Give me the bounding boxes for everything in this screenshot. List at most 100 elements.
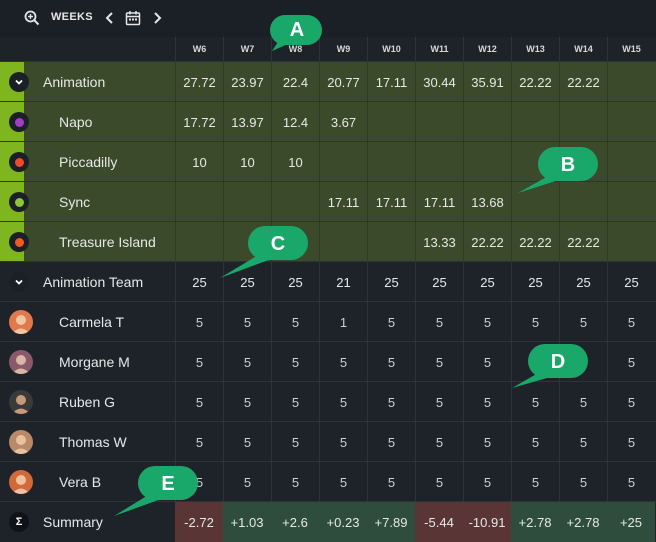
cell-w10[interactable]: 5: [367, 342, 415, 382]
cell-w6[interactable]: 5: [175, 382, 223, 422]
cell-w10[interactable]: +7.89: [367, 502, 415, 542]
cell-w8[interactable]: 5: [271, 382, 319, 422]
cell-w6[interactable]: 17.72: [175, 102, 223, 142]
cell-w7[interactable]: 5: [223, 302, 271, 342]
cell-w8[interactable]: [271, 182, 319, 222]
cell-w12[interactable]: 5: [463, 382, 511, 422]
cell-w14[interactable]: [559, 102, 607, 142]
cell-w8[interactable]: 5: [271, 342, 319, 382]
cell-w13[interactable]: 25: [511, 262, 559, 302]
cell-w6[interactable]: 5: [175, 422, 223, 462]
cell-w12[interactable]: 22.22: [463, 222, 511, 262]
cell-w15[interactable]: 5: [607, 462, 655, 502]
cell-w13[interactable]: 22.22: [511, 62, 559, 102]
cell-w9[interactable]: 5: [319, 382, 367, 422]
cell-w7[interactable]: 10: [223, 142, 271, 182]
cell-w11[interactable]: [415, 102, 463, 142]
cell-w7[interactable]: 23.97: [223, 62, 271, 102]
cell-w9[interactable]: 20.77: [319, 62, 367, 102]
cell-w9[interactable]: [319, 142, 367, 182]
cell-w12[interactable]: [463, 102, 511, 142]
cell-w11[interactable]: 5: [415, 382, 463, 422]
cell-w11[interactable]: 25: [415, 262, 463, 302]
cell-w9[interactable]: 5: [319, 462, 367, 502]
cell-w13[interactable]: 5: [511, 462, 559, 502]
cell-w8[interactable]: 10: [271, 142, 319, 182]
calendar-icon[interactable]: [125, 10, 141, 26]
chevron-left-icon[interactable]: [104, 10, 116, 26]
cell-w12[interactable]: [463, 142, 511, 182]
cell-w9[interactable]: 21: [319, 262, 367, 302]
cell-w6[interactable]: [175, 222, 223, 262]
cell-w10[interactable]: [367, 102, 415, 142]
cell-w6[interactable]: [175, 182, 223, 222]
cell-w14[interactable]: 5: [559, 422, 607, 462]
cell-w7[interactable]: [223, 182, 271, 222]
chevron-right-icon[interactable]: [151, 10, 163, 26]
cell-w10[interactable]: [367, 142, 415, 182]
cell-w13[interactable]: 5: [511, 382, 559, 422]
cell-w15[interactable]: 5: [607, 422, 655, 462]
cell-w6[interactable]: 25: [175, 262, 223, 302]
cell-w10[interactable]: 17.11: [367, 62, 415, 102]
cell-w14[interactable]: 5: [559, 462, 607, 502]
cell-w7[interactable]: 25: [223, 262, 271, 302]
cell-w9[interactable]: 5: [319, 422, 367, 462]
cell-w15[interactable]: [607, 182, 655, 222]
cell-w11[interactable]: 5: [415, 302, 463, 342]
cell-w11[interactable]: 5: [415, 422, 463, 462]
cell-w8[interactable]: +2.6: [271, 502, 319, 542]
cell-w11[interactable]: 30.44: [415, 62, 463, 102]
cell-w12[interactable]: 5: [463, 342, 511, 382]
cell-w9[interactable]: 1: [319, 302, 367, 342]
cell-w8[interactable]: 22.4: [271, 62, 319, 102]
cell-w8[interactable]: 5: [271, 422, 319, 462]
chevron-down-icon[interactable]: [9, 272, 29, 292]
cell-w12[interactable]: -10.91: [463, 502, 511, 542]
view-mode-label[interactable]: WEEKS: [51, 11, 93, 23]
cell-w14[interactable]: 25: [559, 262, 607, 302]
cell-w14[interactable]: +2.78: [559, 502, 607, 542]
cell-w14[interactable]: 5: [559, 302, 607, 342]
chevron-down-icon[interactable]: [9, 72, 29, 92]
cell-w7[interactable]: 5: [223, 342, 271, 382]
cell-w8[interactable]: 25: [271, 262, 319, 302]
cell-w13[interactable]: [511, 102, 559, 142]
cell-w9[interactable]: 17.11: [319, 182, 367, 222]
row-label[interactable]: Animation: [43, 74, 106, 90]
cell-w6[interactable]: -2.72: [175, 502, 223, 542]
cell-w15[interactable]: 5: [607, 382, 655, 422]
cell-w6[interactable]: 5: [175, 342, 223, 382]
cell-w9[interactable]: +0.23: [319, 502, 367, 542]
cell-w15[interactable]: [607, 62, 655, 102]
cell-w11[interactable]: 13.33: [415, 222, 463, 262]
cell-w12[interactable]: 35.91: [463, 62, 511, 102]
cell-w8[interactable]: 12.4: [271, 102, 319, 142]
cell-w7[interactable]: 13.97: [223, 102, 271, 142]
cell-w13[interactable]: 5: [511, 302, 559, 342]
cell-w15[interactable]: +25: [607, 502, 655, 542]
cell-w6[interactable]: 5: [175, 302, 223, 342]
cell-w6[interactable]: 27.72: [175, 62, 223, 102]
cell-w8[interactable]: 5: [271, 462, 319, 502]
zoom-icon[interactable]: [24, 10, 40, 26]
cell-w13[interactable]: 5: [511, 422, 559, 462]
cell-w7[interactable]: 5: [223, 422, 271, 462]
cell-w10[interactable]: 5: [367, 382, 415, 422]
cell-w10[interactable]: [367, 222, 415, 262]
cell-w12[interactable]: 5: [463, 462, 511, 502]
cell-w9[interactable]: 5: [319, 342, 367, 382]
cell-w7[interactable]: 5: [223, 462, 271, 502]
cell-w11[interactable]: [415, 142, 463, 182]
cell-w8[interactable]: 5: [271, 302, 319, 342]
cell-w12[interactable]: 5: [463, 302, 511, 342]
cell-w15[interactable]: [607, 102, 655, 142]
cell-w10[interactable]: 17.11: [367, 182, 415, 222]
cell-w13[interactable]: 22.22: [511, 222, 559, 262]
cell-w10[interactable]: 25: [367, 262, 415, 302]
cell-w11[interactable]: 5: [415, 342, 463, 382]
cell-w11[interactable]: 17.11: [415, 182, 463, 222]
cell-w15[interactable]: 5: [607, 342, 655, 382]
cell-w6[interactable]: 10: [175, 142, 223, 182]
cell-w15[interactable]: 5: [607, 302, 655, 342]
